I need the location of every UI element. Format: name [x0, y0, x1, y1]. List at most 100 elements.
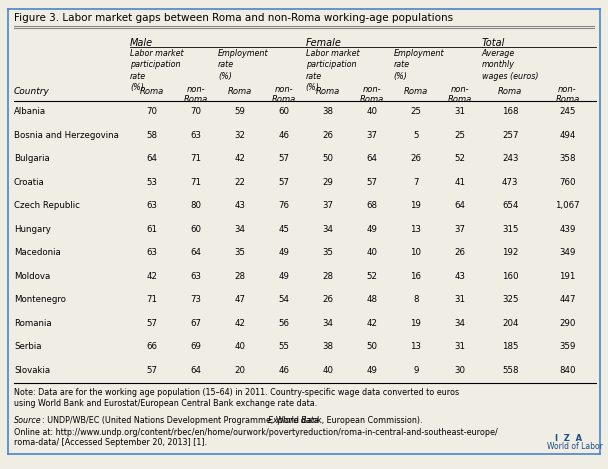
Text: 37: 37	[366, 130, 378, 139]
Text: 494: 494	[559, 130, 576, 139]
Text: 192: 192	[502, 248, 519, 257]
Text: 245: 245	[559, 107, 576, 116]
Text: 40: 40	[366, 248, 378, 257]
Text: 31: 31	[454, 295, 465, 304]
Text: 53: 53	[147, 177, 157, 187]
Text: 40: 40	[235, 342, 246, 351]
Text: Roma: Roma	[404, 87, 428, 96]
Text: 358: 358	[559, 154, 576, 163]
Text: Total: Total	[482, 38, 505, 48]
Text: 160: 160	[502, 272, 519, 280]
Text: 41: 41	[454, 177, 465, 187]
Text: non-
Roma: non- Roma	[272, 85, 296, 105]
Text: 37: 37	[322, 201, 333, 210]
Text: 50: 50	[366, 342, 378, 351]
Text: 76: 76	[278, 201, 289, 210]
Text: 66: 66	[147, 342, 157, 351]
Text: 50: 50	[322, 154, 333, 163]
Text: Online at: http://www.undp.org/content/rbec/en/home/ourwork/povertyreduction/rom: Online at: http://www.undp.org/content/r…	[14, 428, 498, 437]
Text: Montenegro: Montenegro	[14, 295, 66, 304]
Text: 9: 9	[413, 365, 418, 375]
Text: 654: 654	[502, 201, 519, 210]
Text: World of Labor: World of Labor	[547, 442, 603, 451]
Text: 71: 71	[190, 154, 201, 163]
Text: Employment
rate
(%): Employment rate (%)	[218, 49, 269, 81]
Text: 26: 26	[410, 154, 421, 163]
Text: 48: 48	[366, 295, 378, 304]
Text: Hungary: Hungary	[14, 225, 51, 234]
Text: 57: 57	[278, 177, 289, 187]
Text: 42: 42	[235, 154, 246, 163]
Text: 49: 49	[367, 225, 377, 234]
Text: 34: 34	[322, 318, 333, 327]
Text: 42: 42	[235, 318, 246, 327]
Text: 7: 7	[413, 177, 418, 187]
Text: Bosnia and Herzegovina: Bosnia and Herzegovina	[14, 130, 119, 139]
Text: 447: 447	[559, 295, 576, 304]
Text: Roma: Roma	[498, 87, 522, 96]
Text: Female: Female	[306, 38, 342, 48]
Text: 38: 38	[322, 107, 333, 116]
Text: 68: 68	[366, 201, 378, 210]
Text: 243: 243	[502, 154, 519, 163]
Text: 185: 185	[502, 342, 519, 351]
Text: 71: 71	[147, 295, 157, 304]
Text: 13: 13	[410, 225, 421, 234]
Text: 28: 28	[235, 272, 246, 280]
Text: 1,067: 1,067	[555, 201, 580, 210]
Text: 43: 43	[454, 272, 465, 280]
Text: Roma: Roma	[316, 87, 340, 96]
Text: 37: 37	[454, 225, 465, 234]
Text: 63: 63	[147, 201, 157, 210]
Text: 60: 60	[190, 225, 201, 234]
Text: Albania: Albania	[14, 107, 46, 116]
Text: : UNDP/WB/EC (United Nations Development Programme, World Bank, European Commiss: : UNDP/WB/EC (United Nations Development…	[42, 416, 425, 425]
Text: 57: 57	[147, 365, 157, 375]
Text: 40: 40	[366, 107, 378, 116]
Text: 42: 42	[366, 318, 378, 327]
Text: 38: 38	[322, 342, 333, 351]
Text: Average
monthly
wages (euros): Average monthly wages (euros)	[482, 49, 538, 81]
Text: 26: 26	[322, 130, 333, 139]
Text: non-
Roma: non- Roma	[184, 85, 208, 105]
Text: 473: 473	[502, 177, 519, 187]
Text: 760: 760	[559, 177, 576, 187]
Text: 56: 56	[278, 318, 289, 327]
Text: 55: 55	[278, 342, 289, 351]
Text: Employment
rate
(%): Employment rate (%)	[394, 49, 444, 81]
Text: 63: 63	[190, 130, 201, 139]
Text: 61: 61	[147, 225, 157, 234]
Text: 40: 40	[322, 365, 333, 375]
Text: 52: 52	[454, 154, 465, 163]
Text: 49: 49	[278, 248, 289, 257]
Text: Moldova: Moldova	[14, 272, 50, 280]
Text: Macedonia: Macedonia	[14, 248, 61, 257]
Text: 32: 32	[235, 130, 246, 139]
Text: 13: 13	[410, 342, 421, 351]
Text: 19: 19	[410, 201, 421, 210]
Text: 315: 315	[502, 225, 519, 234]
Text: non-
Roma: non- Roma	[555, 85, 579, 105]
Text: 30: 30	[454, 365, 465, 375]
Text: Croatia: Croatia	[14, 177, 45, 187]
Text: 29: 29	[322, 177, 333, 187]
Text: Figure 3. Labor market gaps between Roma and non-Roma working-age populations: Figure 3. Labor market gaps between Roma…	[14, 13, 453, 23]
Text: 28: 28	[322, 272, 333, 280]
Text: 46: 46	[278, 365, 289, 375]
Text: 45: 45	[278, 225, 289, 234]
Text: 34: 34	[235, 225, 246, 234]
Text: Male: Male	[130, 38, 153, 48]
Text: Source: Source	[14, 416, 41, 425]
Text: 26: 26	[454, 248, 465, 257]
Text: 22: 22	[235, 177, 246, 187]
Text: 204: 204	[502, 318, 519, 327]
Text: 5: 5	[413, 130, 418, 139]
Text: 34: 34	[454, 318, 465, 327]
Text: 52: 52	[366, 272, 378, 280]
Text: 64: 64	[366, 154, 378, 163]
Text: 64: 64	[147, 154, 157, 163]
Text: 19: 19	[410, 318, 421, 327]
Text: 558: 558	[502, 365, 519, 375]
Text: 54: 54	[278, 295, 289, 304]
Text: Serbia: Serbia	[14, 342, 41, 351]
